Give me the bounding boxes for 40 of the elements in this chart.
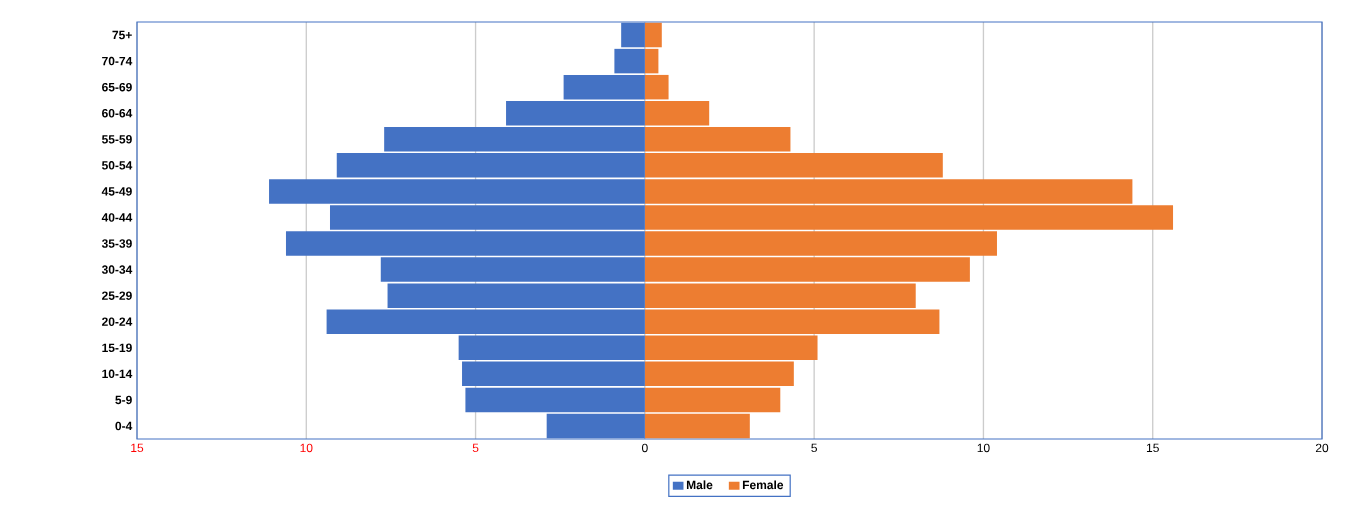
bar: [614, 48, 645, 74]
bar: [458, 335, 645, 361]
bar: [563, 74, 645, 100]
y-tick-label: 30-34: [101, 265, 133, 274]
bar: [644, 335, 818, 361]
x-tick-label: 5: [472, 443, 479, 453]
bar: [506, 100, 645, 126]
y-tick-label: 50-54: [101, 161, 133, 170]
bar: [644, 74, 669, 100]
y-tick-label: 55-59: [101, 135, 132, 144]
bar: [644, 387, 781, 413]
bar: [462, 361, 645, 387]
y-tick-label: 35-39: [101, 239, 132, 248]
x-tick-label: 20: [1315, 443, 1329, 453]
y-tick-label: 25-29: [102, 291, 132, 300]
legend-label: Female: [742, 480, 784, 490]
y-tick-label: 60-64: [102, 108, 133, 118]
bar: [465, 387, 645, 413]
y-tick-label: 20-24: [102, 317, 133, 326]
y-tick-label: 0-4: [115, 421, 133, 431]
x-tick-label: 15: [131, 443, 144, 453]
x-tick-label: 5: [811, 443, 817, 453]
legend-label: Male: [686, 480, 713, 490]
bar: [644, 361, 794, 387]
bar: [644, 22, 662, 48]
bar: [644, 100, 710, 126]
bar: [644, 48, 659, 74]
x-tick-label: 15: [1146, 443, 1159, 453]
x-tick-label: 10: [977, 443, 990, 453]
bar: [644, 413, 750, 439]
y-tick-label: 45-49: [101, 187, 132, 196]
x-tick-label: 10: [300, 443, 313, 453]
y-tick-label: 5-9: [115, 395, 132, 405]
y-tick-label: 10-14: [102, 369, 133, 379]
y-tick-label: 75+: [112, 30, 132, 40]
y-tick-label: 15-19: [102, 343, 132, 353]
y-tick-label: 65-69: [102, 82, 132, 92]
y-tick-label: 70-74: [102, 56, 133, 66]
x-tick-label: 0: [641, 443, 648, 453]
y-tick-label: 40-44: [101, 213, 133, 222]
